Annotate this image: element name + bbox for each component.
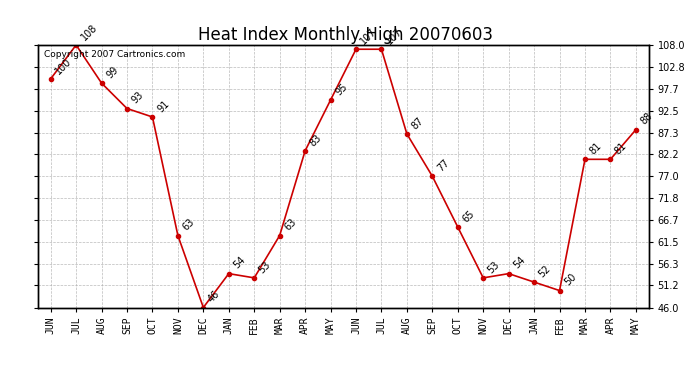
Text: Heat Index Monthly High 20070603: Heat Index Monthly High 20070603 (197, 26, 493, 44)
Text: 100: 100 (53, 56, 74, 76)
Text: 46: 46 (206, 289, 222, 305)
Text: 95: 95 (333, 81, 349, 97)
Text: 107: 107 (384, 26, 404, 46)
Text: Copyright 2007 Cartronics.com: Copyright 2007 Cartronics.com (44, 50, 186, 59)
Text: 52: 52 (537, 263, 553, 279)
Text: 63: 63 (282, 217, 298, 233)
Text: 108: 108 (79, 22, 99, 42)
Text: 99: 99 (104, 64, 120, 80)
Text: 81: 81 (613, 141, 629, 156)
Text: 88: 88 (639, 111, 654, 127)
Text: 63: 63 (181, 217, 197, 233)
Text: 50: 50 (562, 272, 578, 288)
Text: 93: 93 (130, 90, 146, 106)
Text: 53: 53 (257, 259, 273, 275)
Text: 91: 91 (155, 99, 171, 114)
Text: 54: 54 (511, 255, 527, 271)
Text: 83: 83 (308, 132, 324, 148)
Text: 81: 81 (588, 141, 604, 156)
Text: 77: 77 (435, 158, 451, 174)
Text: 107: 107 (359, 26, 379, 46)
Text: 87: 87 (410, 115, 426, 131)
Text: 54: 54 (232, 255, 248, 271)
Text: 65: 65 (460, 209, 476, 224)
Text: 53: 53 (486, 259, 502, 275)
